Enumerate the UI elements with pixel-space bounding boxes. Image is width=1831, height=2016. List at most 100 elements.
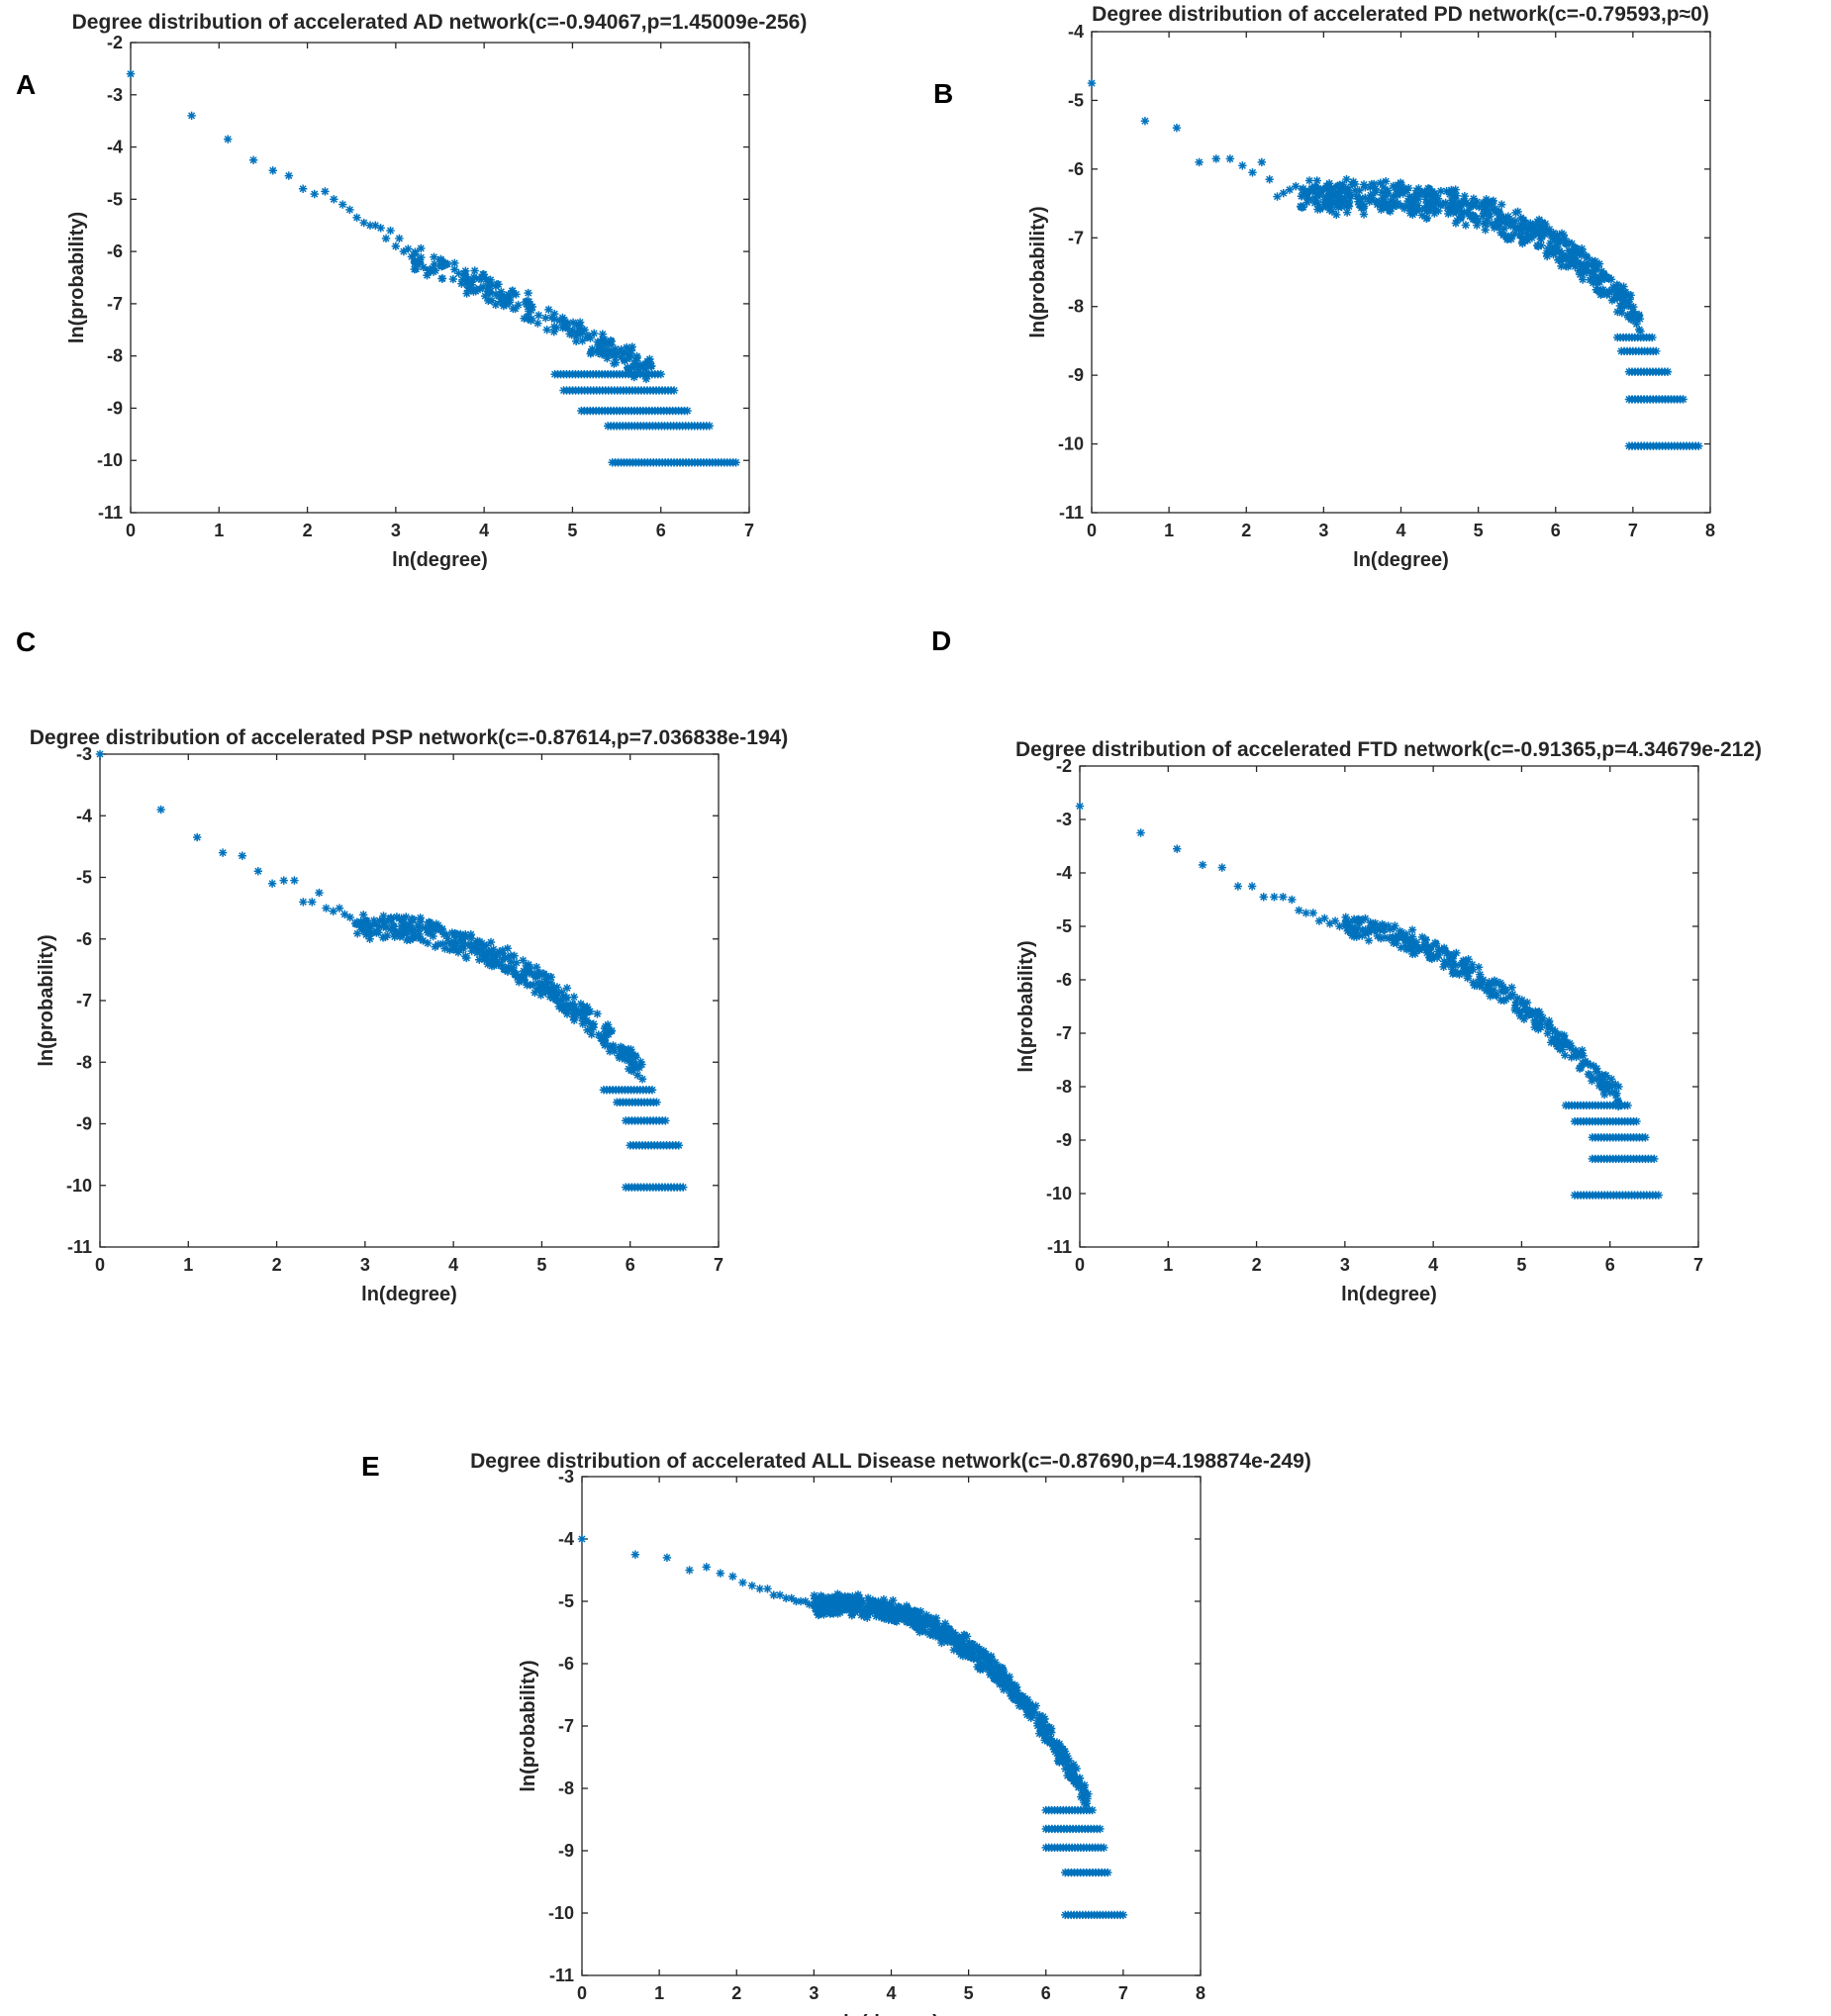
y-tick-label: -3 <box>76 744 92 764</box>
x-tick-label: 1 <box>214 521 224 540</box>
data-point <box>1572 255 1581 265</box>
x-tick-label: 3 <box>1340 1255 1350 1275</box>
data-point <box>1561 1051 1570 1060</box>
data-point <box>1496 996 1505 1005</box>
x-tick-label: 2 <box>303 521 313 540</box>
data-point <box>1632 320 1641 329</box>
data-point <box>857 1605 867 1614</box>
data-point <box>998 1664 1007 1673</box>
data-point <box>1288 895 1297 905</box>
data-point <box>915 1611 924 1620</box>
data-point <box>527 316 535 326</box>
data-point <box>1096 1824 1105 1834</box>
data-point <box>622 1046 631 1055</box>
data-point <box>747 1582 757 1590</box>
data-point <box>819 1609 828 1618</box>
data-point <box>647 361 656 371</box>
x-tick-label: 2 <box>1252 1255 1262 1275</box>
y-tick-label: -4 <box>1056 863 1072 883</box>
x-tick-label: 2 <box>272 1255 282 1275</box>
data-point <box>1570 242 1580 252</box>
data-point <box>1533 1012 1542 1021</box>
data-point <box>1061 1765 1070 1774</box>
x-tick-label: 5 <box>536 1255 546 1275</box>
data-point <box>1560 234 1569 243</box>
data-point <box>484 282 493 292</box>
y-axis-label: ln(probability) <box>1027 206 1049 337</box>
data-point <box>593 1009 602 1018</box>
y-tick-label: -5 <box>107 189 123 209</box>
chart-title: Degree distribution of accelerated PD ne… <box>1092 3 1709 26</box>
x-tick-label: 3 <box>391 521 401 540</box>
data-point <box>360 917 369 926</box>
data-point <box>1581 1057 1590 1066</box>
x-tick-label: 8 <box>1196 1983 1205 2003</box>
data-point <box>299 898 308 907</box>
data-point <box>817 1592 826 1601</box>
data-point <box>892 1617 902 1626</box>
data-point <box>1461 221 1471 230</box>
chart-title: Degree distribution of accelerated FTD n… <box>1015 738 1762 761</box>
data-point <box>95 749 105 759</box>
data-point <box>503 944 513 953</box>
data-point <box>410 932 419 941</box>
x-tick-label: 3 <box>1318 521 1328 540</box>
data-point <box>1446 961 1456 970</box>
y-tick-label: -11 <box>549 1966 574 1985</box>
y-tick-label: -2 <box>107 33 123 52</box>
data-point <box>1054 1756 1064 1766</box>
data-point <box>505 965 514 975</box>
data-point <box>474 274 484 283</box>
chart-title: Degree distribution of accelerated AD ne… <box>72 11 808 34</box>
data-point <box>482 941 491 950</box>
data-point <box>984 1653 993 1662</box>
data-point <box>578 336 587 345</box>
chart-panel-a: A Degree distribution of accelerated AD n… <box>16 11 807 571</box>
data-point <box>1457 199 1466 208</box>
y-tick-label: -10 <box>548 1903 574 1923</box>
data-point <box>268 166 277 175</box>
y-tick-label: -7 <box>558 1716 574 1736</box>
x-tick-label: 7 <box>714 1255 723 1275</box>
data-point <box>562 993 571 1002</box>
data-point <box>1308 909 1317 917</box>
data-point <box>520 968 530 977</box>
data-point <box>881 1601 890 1610</box>
y-tick-label: -7 <box>1068 228 1084 247</box>
data-point <box>1292 182 1301 191</box>
data-point <box>1279 188 1288 198</box>
data-point <box>503 953 513 963</box>
data-point <box>1405 935 1414 944</box>
data-point <box>473 936 482 946</box>
data-point <box>1409 943 1418 952</box>
data-point <box>652 1098 661 1106</box>
data-point <box>525 307 533 316</box>
data-point <box>755 1584 764 1593</box>
data-point <box>1380 921 1389 930</box>
data-point <box>531 971 540 981</box>
data-point <box>1641 1133 1650 1142</box>
data-point <box>1519 216 1528 225</box>
data-point <box>625 1056 633 1066</box>
data-point <box>1516 231 1526 240</box>
x-axis-label: ln(degree) <box>843 2012 939 2016</box>
y-tick-label: -9 <box>107 398 123 418</box>
data-point <box>1371 188 1380 197</box>
data-point <box>811 1594 819 1603</box>
data-point <box>430 252 438 261</box>
data-point <box>1629 303 1638 312</box>
data-point <box>1518 239 1527 247</box>
data-point <box>867 1601 876 1610</box>
panel-label: B <box>933 78 953 109</box>
data-point <box>731 458 740 467</box>
data-point <box>1512 994 1522 1003</box>
data-point <box>1031 1701 1040 1710</box>
data-point <box>1233 882 1243 891</box>
data-point <box>404 244 413 253</box>
data-point <box>1610 285 1620 295</box>
data-point <box>542 326 551 335</box>
panel-label: E <box>361 1451 380 1482</box>
data-point <box>1515 1011 1525 1020</box>
data-point <box>1423 945 1432 954</box>
chart-panel-e: E Degree distribution of accelerated ALL … <box>361 1450 1311 2016</box>
